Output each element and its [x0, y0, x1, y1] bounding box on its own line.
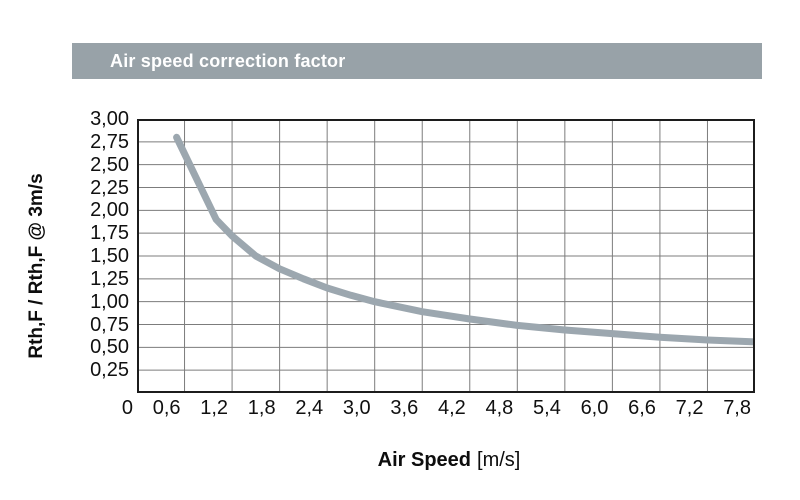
y-tick-label: 0,75 — [90, 313, 129, 336]
plot-svg — [137, 119, 759, 393]
x-tick-label: 4,2 — [437, 397, 466, 419]
y-tick-label: 0,25 — [90, 359, 129, 382]
x-tick-label: 2,4 — [295, 397, 324, 419]
y-tick-label: 3,00 — [90, 108, 129, 130]
x-axis-title-unit: [m/s] — [477, 449, 521, 471]
y-tick-label: 0,50 — [90, 336, 129, 359]
x-tick-label: 1,8 — [247, 397, 276, 419]
y-tick-label: 1,00 — [90, 290, 129, 313]
chart-title: Air speed correction factor — [110, 50, 346, 71]
x-tick-label: 0 — [121, 397, 133, 419]
x-tick-label: 7,2 — [675, 397, 704, 419]
y-axis-title: Rth,F / Rth,F @ 3m/s — [26, 173, 47, 359]
x-tick-label: 4,8 — [485, 397, 514, 419]
y-tick-label: 1,25 — [90, 267, 129, 290]
x-tick-label: 0,6 — [152, 397, 181, 419]
x-tick-label: 5,4 — [533, 397, 561, 419]
x-tick-label: 7,8 — [723, 397, 751, 419]
y-tick-label: 1,50 — [90, 245, 129, 267]
x-tick-label: 6,6 — [628, 397, 656, 419]
x-tick-label: 1,2 — [200, 397, 229, 419]
y-tick-label: 1,75 — [90, 222, 129, 245]
x-axis-title-main: Air Speed — [377, 449, 472, 471]
y-tick-label: 2,00 — [90, 199, 129, 222]
section-header-banner: Air speed correction factor — [72, 43, 762, 79]
y-tick-label: 2,75 — [90, 130, 129, 153]
plot-border — [137, 119, 755, 393]
x-tick-label: 3,6 — [390, 397, 419, 419]
correction-factor-curve — [173, 133, 759, 346]
y-tick-label: 2,50 — [90, 153, 129, 176]
y-tick-label: 2,25 — [90, 176, 129, 199]
x-tick-label: 6,0 — [580, 397, 609, 419]
plot-area — [137, 119, 759, 393]
x-tick-label: 3,0 — [342, 397, 371, 419]
x-axis-title: Air Speed [m/s] — [378, 449, 521, 472]
